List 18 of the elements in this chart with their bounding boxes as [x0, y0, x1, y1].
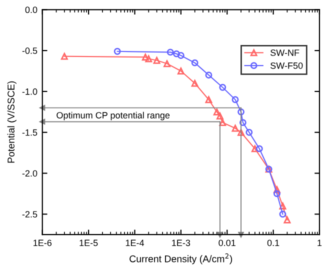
legend-label: SW-NF	[270, 50, 300, 56]
y-tick-label: -1.5	[22, 129, 38, 136]
x-tick-label: 1E-4	[126, 240, 144, 246]
legend-label: SW-F50	[270, 62, 303, 69]
x-tick-label: 1E-6	[34, 240, 52, 246]
x-tick-label: 1E-5	[80, 240, 98, 246]
y-tick-label: 0.0	[25, 6, 38, 14]
annotation: Optimum CP potential range	[56, 112, 170, 120]
x-axis-title: Current Density (A/cm$^{2}$)	[130, 253, 232, 264]
y-tick-label: -2.0	[22, 170, 38, 177]
x-tick-label: 0.01	[218, 240, 236, 246]
x-tick-label: 1E-3	[172, 240, 190, 246]
x-tick-label: 0.1	[267, 240, 280, 246]
y-tick-label: -0.5	[22, 48, 38, 54]
y-tick-label: -2.5	[22, 211, 38, 218]
y-axis-title: Potential (V/SSCE)	[7, 81, 16, 163]
y-tick-label: -1.0	[22, 88, 38, 95]
x-tick-label: 1	[318, 240, 322, 246]
